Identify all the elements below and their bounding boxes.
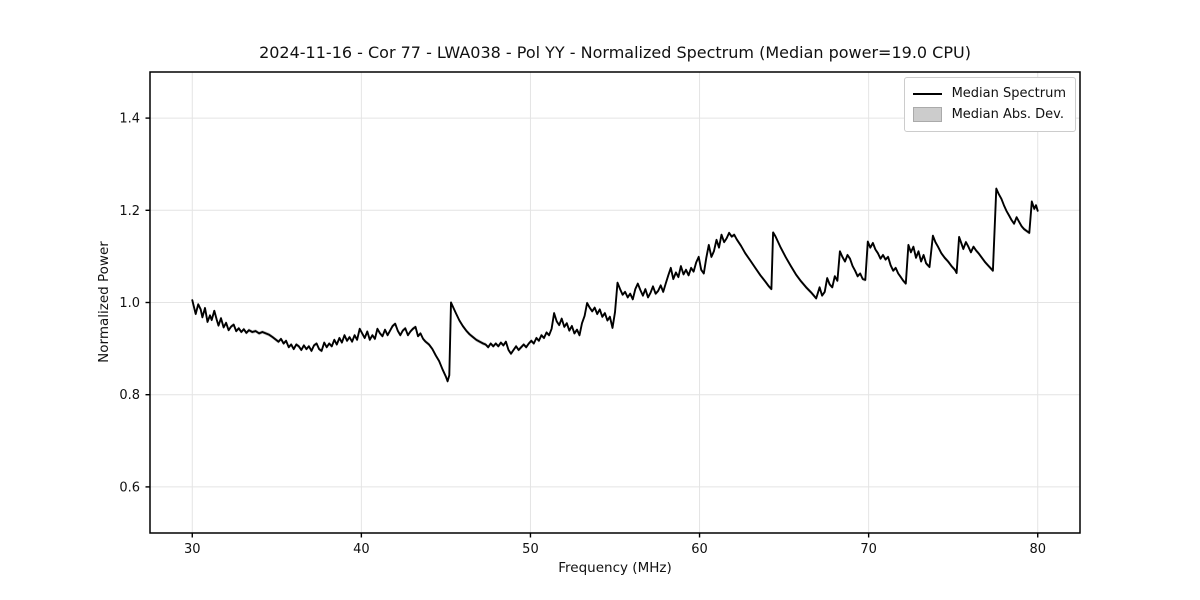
x-tick-label: 60 bbox=[691, 542, 708, 557]
tick-labels: 30 40 50 60 70 80 0.6 0.8 1.0 1.2 1.4 bbox=[119, 112, 1046, 557]
y-tick-label: 1.2 bbox=[119, 204, 140, 219]
x-axis-label: Frequency (MHz) bbox=[558, 560, 672, 576]
x-tick-label: 30 bbox=[184, 542, 201, 557]
y-tick-label: 1.4 bbox=[119, 112, 140, 127]
legend-label-median-abs-dev: Median Abs. Dev. bbox=[951, 107, 1065, 122]
ticks bbox=[145, 117, 1039, 538]
y-axis-label: Normalized Power bbox=[96, 241, 112, 363]
x-tick-label: 70 bbox=[860, 542, 877, 557]
x-tick-label: 50 bbox=[522, 542, 539, 557]
x-tick-label: 80 bbox=[1029, 542, 1046, 557]
x-tick-label: 40 bbox=[353, 542, 370, 557]
median-spectrum-line-swatch bbox=[912, 92, 942, 95]
median-abs-dev-patch-swatch bbox=[912, 107, 942, 122]
median-spectrum-line bbox=[191, 187, 1039, 383]
legend-item-median-abs-dev: Median Abs. Dev. bbox=[912, 104, 1066, 125]
y-tick-label: 0.6 bbox=[119, 480, 140, 495]
median-abs-dev-band bbox=[192, 186, 1038, 384]
chart-title: 2024-11-16 - Cor 77 - LWA038 - Pol YY - … bbox=[259, 43, 971, 62]
legend: Median Spectrum Median Abs. Dev. bbox=[903, 77, 1076, 132]
legend-item-median-spectrum: Median Spectrum bbox=[912, 83, 1066, 104]
legend-label-median-spectrum: Median Spectrum bbox=[951, 86, 1066, 101]
y-tick-label: 1.0 bbox=[119, 296, 140, 311]
y-tick-label: 0.8 bbox=[119, 388, 140, 403]
